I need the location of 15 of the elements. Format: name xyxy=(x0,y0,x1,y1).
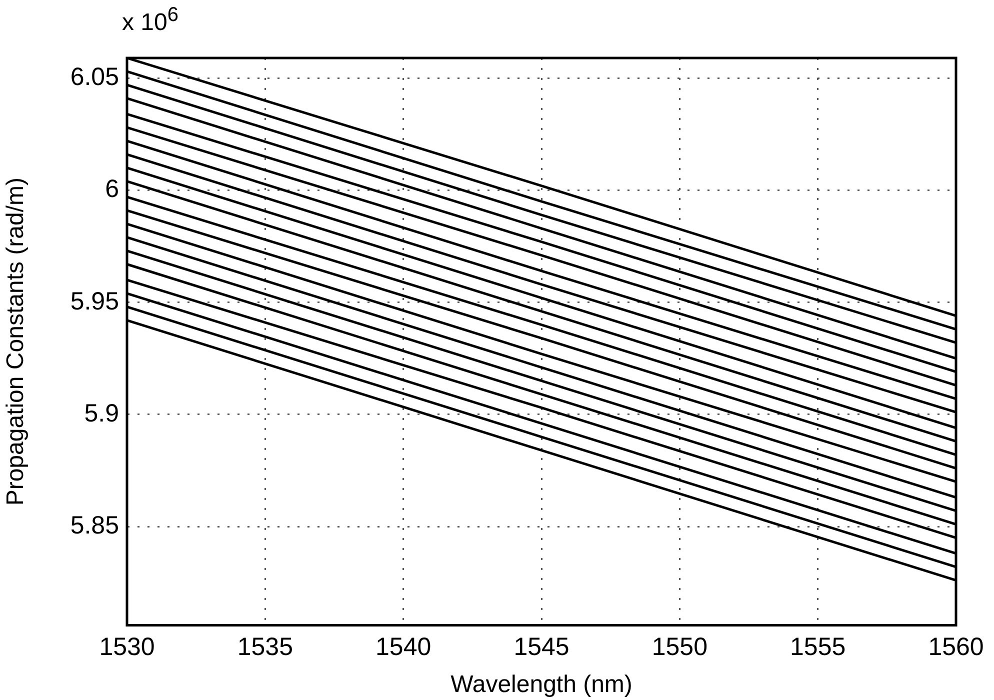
x-tick-label: 1545 xyxy=(514,633,570,662)
y-axis-title: Propagation Constants (rad/m) xyxy=(2,178,30,506)
x-tick-label: 1540 xyxy=(376,633,432,662)
y-tick-label: 5.85 xyxy=(70,511,119,540)
y-tick-label: 5.9 xyxy=(84,399,119,428)
y-tick-label: 6 xyxy=(105,175,119,204)
x-tick-label: 1530 xyxy=(99,633,155,662)
x-tick-label: 1560 xyxy=(928,633,984,662)
text: x 10$^{6}$ xyxy=(122,4,178,37)
x-tick-label: 1555 xyxy=(790,633,846,662)
x-tick-label: 1535 xyxy=(237,633,293,662)
x-tick-label: 1550 xyxy=(652,633,708,662)
y-tick-label: 6.05 xyxy=(70,63,119,92)
x-axis-title: Wavelength (nm) xyxy=(450,671,632,698)
y-tick-label: 5.95 xyxy=(70,287,119,316)
